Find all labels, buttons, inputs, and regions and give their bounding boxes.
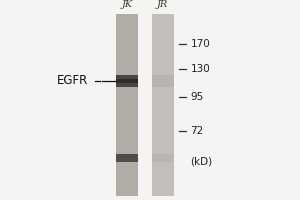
Text: (kD): (kD) (190, 156, 213, 166)
Text: 95: 95 (190, 92, 204, 102)
Text: 130: 130 (190, 64, 210, 74)
Bar (152, 14, 174, 196)
Bar (116, 79, 138, 83)
Text: 170: 170 (190, 39, 210, 49)
Text: JR: JR (157, 0, 168, 9)
Text: EGFR: EGFR (56, 74, 88, 88)
Text: 72: 72 (190, 126, 204, 136)
Text: JK: JK (121, 0, 132, 9)
Bar (152, 154, 174, 162)
Bar (116, 75, 138, 86)
Bar (152, 75, 174, 86)
Bar (116, 154, 138, 162)
Bar (116, 14, 138, 196)
